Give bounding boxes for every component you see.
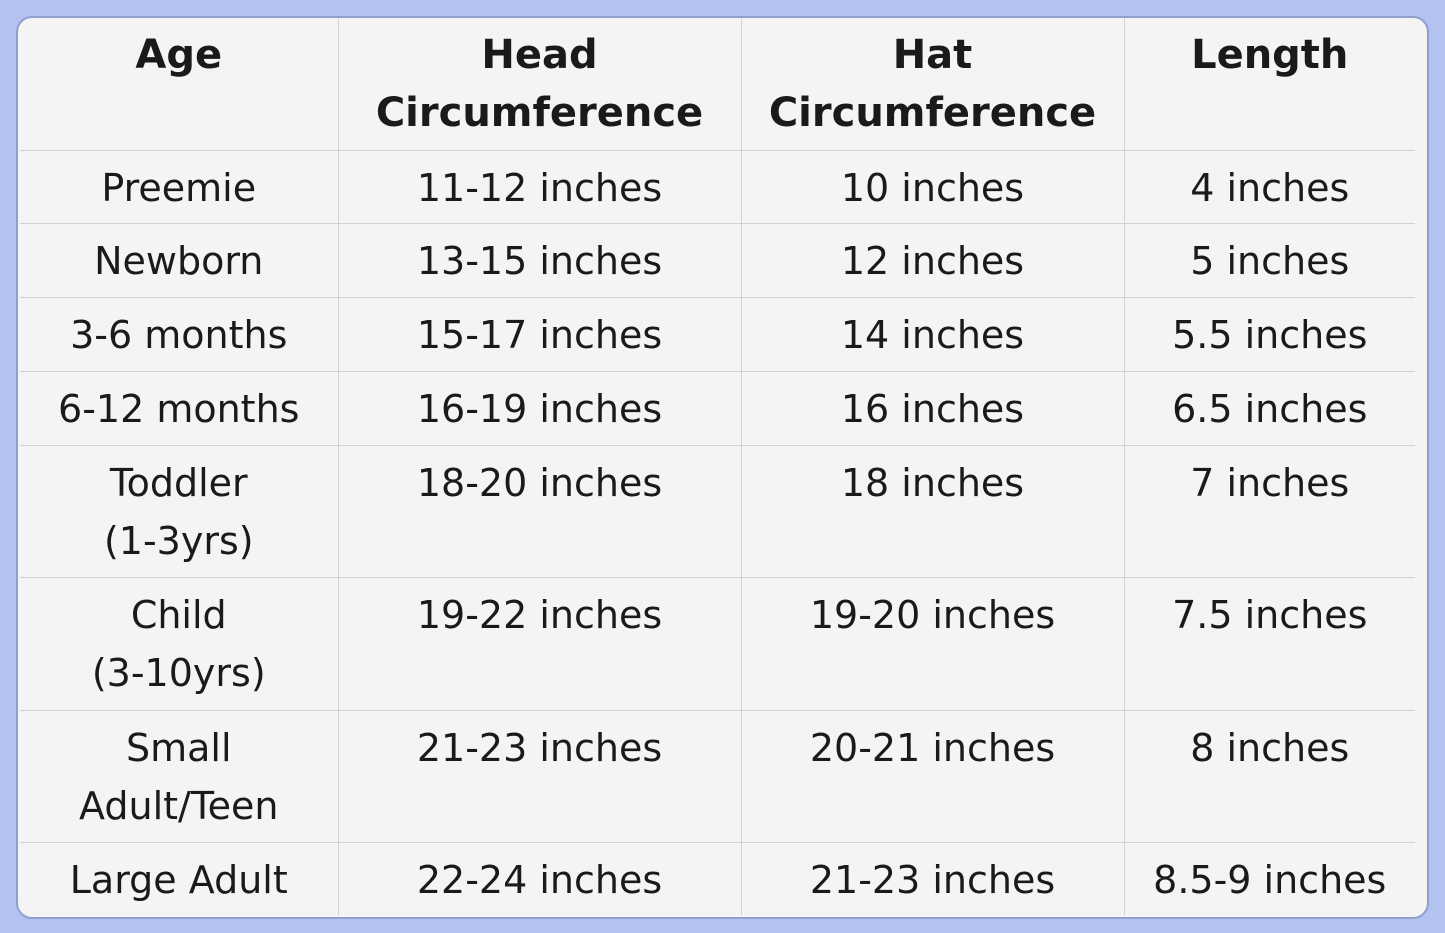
cell-line: (1-3yrs): [103, 518, 254, 563]
table-row: Toddler (1-3yrs) 18-20 inches 18 inches 7 in…: [20, 444, 1415, 578]
cell-line: Toddler: [109, 460, 248, 505]
table-cell: 6.5 inches: [1123, 370, 1415, 446]
table-row: Child (3-10yrs) 19-22 inches 19-20 inches 7.…: [20, 576, 1415, 711]
header-row: Age Head Circumference Hat Circumference Leng…: [20, 18, 1415, 151]
cell-line: Circumference: [768, 90, 1097, 136]
table-row: Preemie 11-12 inches 10 inches 4 inches: [20, 149, 1415, 224]
cell-line: Circumference: [375, 90, 704, 136]
table-frame: Age Head Circumference Hat Circumference Leng…: [16, 16, 1429, 919]
table-cell: 16 inches: [740, 370, 1125, 446]
table-cell: 8.5-9 inches: [1123, 841, 1415, 915]
cell-line: Hat: [892, 32, 973, 78]
cell-line: Child: [130, 592, 227, 637]
table-row: 3-6 months 15-17 inches 14 inches 5.5 inche…: [20, 296, 1415, 372]
size-table: Age Head Circumference Hat Circumference Leng…: [20, 18, 1415, 915]
table-cell: 22-24 inches: [337, 841, 742, 915]
table-cell: 14 inches: [740, 296, 1125, 372]
table-row: 6-12 months 16-19 inches 16 inches 6.5 inch…: [20, 370, 1415, 446]
table-cell: 3-6 months: [20, 296, 339, 372]
table-cell: Small Adult/Teen: [20, 709, 339, 843]
header-cell: Head Circumference: [337, 18, 742, 151]
cell-line: Head: [481, 32, 598, 78]
table-cell: 16-19 inches: [337, 370, 742, 446]
table-cell: 6-12 months: [20, 370, 339, 446]
table-cell: 13-15 inches: [337, 222, 742, 298]
table-cell: 21-23 inches: [740, 841, 1125, 915]
header-cell: Age: [20, 18, 339, 151]
table-cell: Child (3-10yrs): [20, 576, 339, 711]
table-cell: 10 inches: [740, 149, 1125, 224]
table-cell: 8 inches: [1123, 709, 1415, 843]
table-cell: 11-12 inches: [337, 149, 742, 224]
table-cell: 19-22 inches: [337, 576, 742, 711]
header-cell: Length: [1123, 18, 1415, 151]
header-cell: Hat Circumference: [740, 18, 1125, 151]
table-cell: 18 inches: [740, 444, 1125, 578]
table-cell: Large Adult: [20, 841, 339, 915]
table-row: Newborn 13-15 inches 12 inches 5 inches: [20, 222, 1415, 298]
table-cell: 7.5 inches: [1123, 576, 1415, 711]
table-cell: Newborn: [20, 222, 339, 298]
cell-line: (3-10yrs): [91, 650, 266, 695]
table-cell: 7 inches: [1123, 444, 1415, 578]
table-cell: 19-20 inches: [740, 576, 1125, 711]
table-cell: 20-21 inches: [740, 709, 1125, 843]
table-cell: 18-20 inches: [337, 444, 742, 578]
table-cell: 5.5 inches: [1123, 296, 1415, 372]
cell-line: Small: [125, 725, 232, 770]
table-cell: 12 inches: [740, 222, 1125, 298]
table-row: Large Adult 22-24 inches 21-23 inches 8.5-9…: [20, 841, 1415, 915]
table-cell: 5 inches: [1123, 222, 1415, 298]
table-cell: Toddler (1-3yrs): [20, 444, 339, 578]
table-cell: 15-17 inches: [337, 296, 742, 372]
table-row: Small Adult/Teen 21-23 inches 20-21 inches 8…: [20, 709, 1415, 843]
table-cell: Preemie: [20, 149, 339, 224]
cell-line: Adult/Teen: [79, 783, 279, 828]
table-cell: 21-23 inches: [337, 709, 742, 843]
table-cell: 4 inches: [1123, 149, 1415, 224]
